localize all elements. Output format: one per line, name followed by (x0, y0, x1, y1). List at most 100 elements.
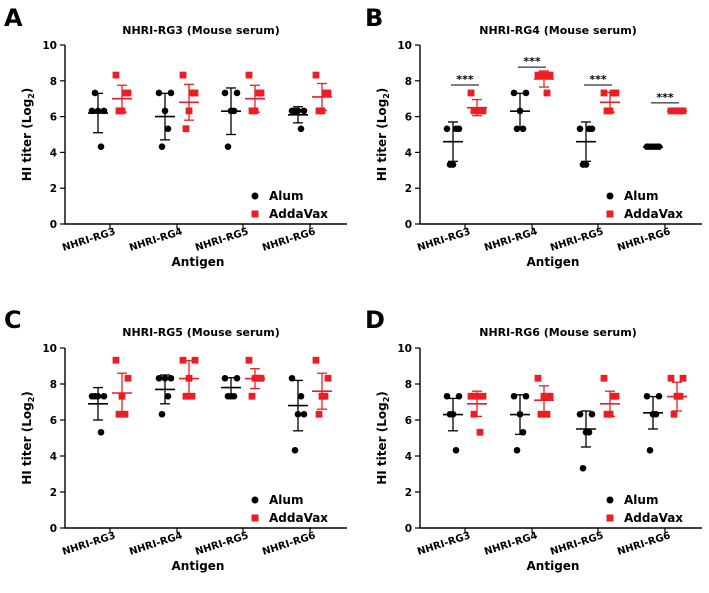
y-axis-label: HI titer (Log2) (20, 391, 36, 485)
addavax-point (679, 374, 687, 382)
alum-point (230, 107, 238, 115)
x-tick-label: NHRI-RG3 (61, 226, 117, 254)
y-tick-label: 0 (405, 219, 412, 231)
alum-point (155, 89, 163, 97)
alum-point (652, 143, 660, 150)
y-tick-label: 4 (50, 451, 57, 463)
chart-title: NHRI-RG5 (Mouse serum) (122, 326, 279, 339)
alum-point (233, 89, 241, 97)
alum-point (224, 392, 232, 400)
addavax-point (543, 410, 551, 418)
legend-addavax-marker (606, 514, 614, 522)
legend-alum-label: Alum (269, 493, 303, 507)
y-tick-label: 2 (405, 183, 412, 195)
alum-point (522, 89, 530, 97)
addavax-point (670, 410, 678, 418)
y-tick-label: 10 (397, 343, 412, 355)
alum-point (97, 428, 105, 436)
x-tick-label: NHRI-RG6 (616, 530, 672, 558)
alum-point (585, 428, 593, 436)
alum-point (443, 125, 451, 133)
addavax-point (467, 89, 475, 97)
addavax-point (188, 89, 196, 97)
addavax-point (315, 107, 323, 115)
alum-point (155, 374, 163, 382)
legend-addavax-label: AddaVax (624, 207, 683, 221)
x-tick-label: NHRI-RG5 (194, 226, 250, 254)
legend-addavax-label: AddaVax (624, 511, 683, 525)
addavax-point (118, 392, 126, 400)
addavax-point (185, 374, 193, 382)
addavax-point (476, 428, 484, 436)
alum-point (233, 374, 241, 382)
alum-point (91, 89, 99, 97)
chart-title: NHRI-RG4 (Mouse serum) (479, 24, 636, 37)
alum-point (585, 125, 593, 133)
alum-point (646, 446, 654, 454)
y-tick-label: 2 (405, 487, 412, 499)
alum-point (224, 143, 232, 150)
x-axis-label: Antigen (172, 559, 225, 573)
x-tick-label: NHRI-RG4 (128, 226, 184, 254)
y-tick-label: 6 (50, 415, 57, 427)
alum-point (97, 143, 105, 150)
x-tick-label: NHRI-RG4 (483, 226, 539, 254)
addavax-point (603, 107, 611, 115)
alum-point (452, 125, 460, 133)
alum-point (158, 143, 166, 150)
alum-point (294, 410, 302, 418)
y-axis-label: HI titer (Log2) (375, 88, 391, 182)
x-axis-label: Antigen (527, 559, 580, 573)
significance-label: *** (656, 91, 674, 104)
alum-point (100, 107, 108, 115)
addavax-point (470, 107, 478, 115)
y-tick-label: 0 (50, 523, 57, 535)
x-tick-label: NHRI-RG6 (616, 226, 672, 254)
panel-label: B (365, 4, 383, 32)
chart-title: NHRI-RG3 (Mouse serum) (122, 24, 279, 37)
y-axis-label: HI titer (Log2) (375, 391, 391, 485)
y-tick-label: 0 (405, 523, 412, 535)
addavax-point (667, 374, 675, 382)
y-tick-label: 4 (405, 147, 412, 159)
addavax-point (546, 71, 554, 79)
x-tick-label: NHRI-RG6 (261, 530, 317, 558)
alum-point (291, 107, 299, 115)
addavax-point (537, 71, 545, 79)
alum-point (579, 161, 587, 168)
alum-point (513, 446, 521, 454)
alum-point (288, 374, 296, 382)
legend-addavax-marker (251, 210, 259, 218)
y-tick-label: 2 (50, 487, 57, 499)
y-tick-label: 6 (405, 112, 412, 124)
legend-alum-marker (606, 496, 614, 504)
alum-point (655, 392, 663, 400)
addavax-point (124, 374, 132, 382)
addavax-point (121, 410, 129, 418)
addavax-point (479, 392, 487, 400)
alum-point (643, 392, 651, 400)
y-tick-label: 8 (405, 379, 412, 391)
y-tick-label: 10 (42, 40, 57, 52)
alum-point (452, 446, 460, 454)
legend-alum-marker (251, 496, 259, 504)
alum-point (516, 410, 524, 418)
addavax-point (470, 410, 478, 418)
alum-point (579, 464, 587, 472)
addavax-point (546, 392, 554, 400)
panel-label: A (4, 4, 23, 32)
alum-point (230, 392, 238, 400)
x-axis-label: Antigen (527, 255, 580, 269)
alum-point (167, 89, 175, 97)
x-tick-label: NHRI-RG5 (549, 226, 605, 254)
addavax-point (324, 374, 332, 382)
legend-addavax-label: AddaVax (269, 207, 328, 221)
alum-point (513, 125, 521, 133)
addavax-point (179, 71, 187, 79)
addavax-point (112, 71, 120, 79)
alum-point (161, 374, 169, 382)
panel-label: C (4, 306, 22, 334)
x-tick-label: NHRI-RG5 (194, 530, 250, 558)
y-tick-label: 6 (50, 112, 57, 124)
addavax-point (254, 89, 262, 97)
